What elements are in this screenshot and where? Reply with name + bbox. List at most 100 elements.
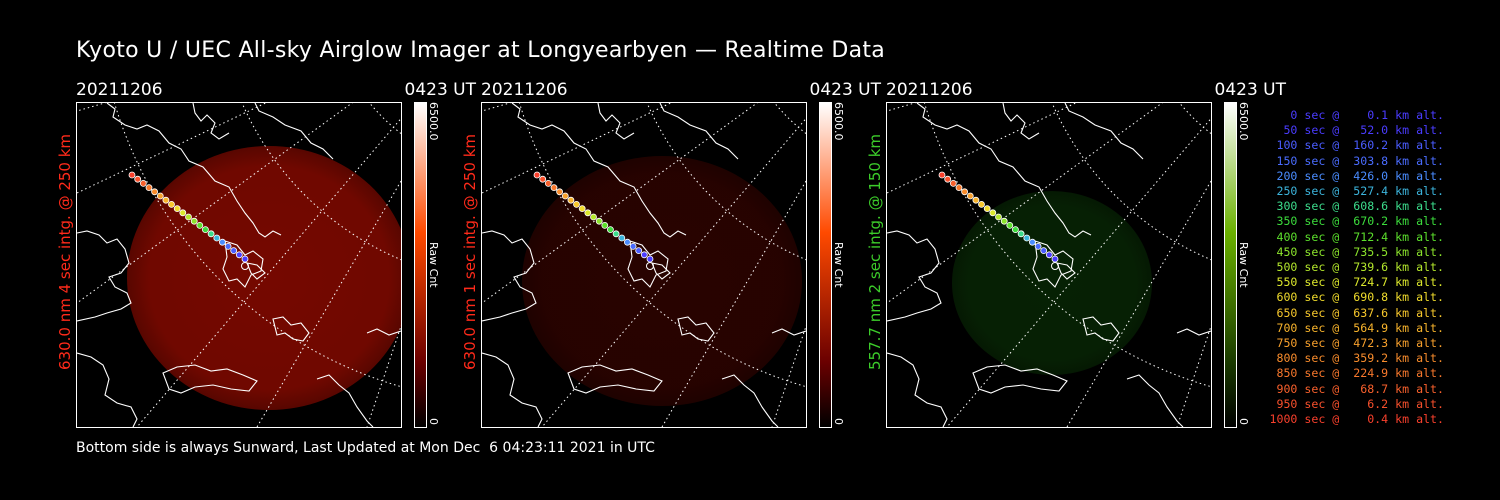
footer-status: Bottom side is always Sunward, Last Upda… (76, 440, 655, 456)
legend-entry: 0 sec @ 0.1 km alt. (1269, 108, 1444, 122)
map-canvas (887, 103, 1211, 427)
coastline (597, 103, 635, 140)
coastline (254, 103, 334, 160)
panel-3-vertical-label: 557.7 nm 2 sec intg. @ 150 km (866, 133, 884, 370)
colorbar-min-label: 0 (832, 418, 845, 425)
trajectory-point (179, 209, 187, 217)
trajectory-point (629, 242, 637, 250)
coastline (972, 364, 1068, 394)
legend-entry: 950 sec @ 6.2 km alt. (1269, 396, 1444, 411)
coastline (77, 230, 132, 322)
trajectory-point (983, 205, 991, 212)
longitude-line (256, 180, 401, 427)
allsky-map-630-1s (481, 102, 807, 428)
panel-3: 20211206 0423 UT 6500.0 Raw Cnt 0 (886, 80, 1286, 430)
airglow-disc (127, 146, 401, 410)
trajectory-point (561, 192, 569, 200)
trajectory-point (584, 209, 592, 217)
coastline (316, 374, 374, 427)
trajectory-point (128, 171, 136, 179)
legend-entry: 550 sec @ 724.7 km alt. (1269, 275, 1444, 290)
trajectory-point (938, 171, 946, 179)
trajectory-point (533, 171, 541, 179)
trajectory-point (1006, 222, 1014, 229)
colorbar-max-label: 6500.0 (832, 102, 845, 141)
trajectory-point (230, 247, 238, 255)
trajectory-point (201, 226, 209, 233)
coastline (627, 240, 669, 288)
legend-entry: 800 sec @ 359.2 km alt. (1269, 351, 1444, 366)
trajectory-point (1023, 234, 1031, 242)
trajectory-point (156, 192, 164, 200)
trajectory-point (1017, 230, 1025, 238)
coastline (1032, 240, 1074, 288)
longitude-line (136, 117, 401, 427)
station-marker (1051, 262, 1059, 270)
longitude-line (1066, 180, 1211, 427)
trajectory-point (1000, 217, 1008, 225)
trajectory-point (196, 222, 204, 229)
trajectory-point (972, 196, 980, 204)
trajectory-point (567, 196, 575, 204)
trajectory-legend: 0 sec @ 0.1 km alt. 50 sec @ 52.0 km alt… (1269, 108, 1444, 427)
colorbar (414, 102, 427, 428)
coastline (1082, 316, 1120, 342)
trajectory-point (995, 213, 1002, 221)
page-title: Kyoto U / UEC All-sky Airglow Imager at … (76, 38, 886, 63)
trajectory-point (989, 209, 997, 217)
panel-time: 0423 UT (404, 80, 477, 100)
trajectory-point (618, 234, 626, 242)
panel-date: 20211206 (76, 80, 163, 100)
trajectory-point (185, 213, 192, 221)
panel-date: 20211206 (886, 80, 973, 100)
longitude-line (482, 103, 672, 194)
trajectory-point (978, 201, 985, 208)
trajectory-point (944, 175, 952, 183)
longitude-line (482, 103, 512, 112)
panel-time: 0423 UT (809, 80, 882, 100)
coastline (1056, 262, 1076, 280)
trajectory-point (224, 242, 232, 250)
coastline (887, 230, 942, 322)
colorbar-max-label: 6500.0 (427, 102, 440, 141)
legend-entry: 400 sec @ 712.4 km alt. (1269, 229, 1444, 244)
panel-date: 20211206 (481, 80, 568, 100)
map-canvas (77, 103, 401, 427)
coastline (771, 328, 806, 336)
colorbar (1224, 102, 1237, 428)
trajectory-point (139, 180, 147, 187)
coastline (916, 103, 1092, 238)
longitude-line (661, 180, 806, 427)
colorbar-max-label: 6500.0 (1237, 102, 1250, 141)
trajectory-point (1034, 242, 1042, 250)
legend-entry: 250 sec @ 527.4 km alt. (1269, 184, 1444, 199)
coastline (1126, 374, 1184, 427)
trajectory-point (550, 184, 558, 191)
longitude-line (541, 117, 806, 427)
trajectory-point (606, 226, 614, 233)
coastline (106, 103, 282, 238)
coastline (366, 328, 401, 336)
colorbar-min-label: 0 (1237, 418, 1250, 425)
coastline (482, 352, 543, 427)
map-canvas (482, 103, 806, 427)
trajectory-point (134, 175, 142, 183)
trajectory-point (556, 188, 563, 196)
trajectory-point (1051, 255, 1059, 263)
trajectory-point (578, 205, 586, 212)
trajectory-point (612, 230, 620, 238)
trajectory-point (1028, 238, 1036, 246)
allsky-map-557-2s (886, 102, 1212, 428)
trajectory-point (145, 184, 153, 191)
trajectory-point (168, 201, 175, 208)
legend-entry: 350 sec @ 670.2 km alt. (1269, 214, 1444, 229)
legend-entry: 150 sec @ 303.8 km alt. (1269, 153, 1444, 168)
trajectory-point (635, 247, 643, 255)
legend-entry: 650 sec @ 637.6 km alt. (1269, 305, 1444, 320)
trajectory-point (1040, 247, 1048, 255)
trajectory-point (218, 238, 226, 246)
trajectory-point (207, 230, 215, 238)
coastline (77, 352, 138, 427)
trajectory-point (955, 184, 963, 191)
coastline (192, 103, 230, 140)
